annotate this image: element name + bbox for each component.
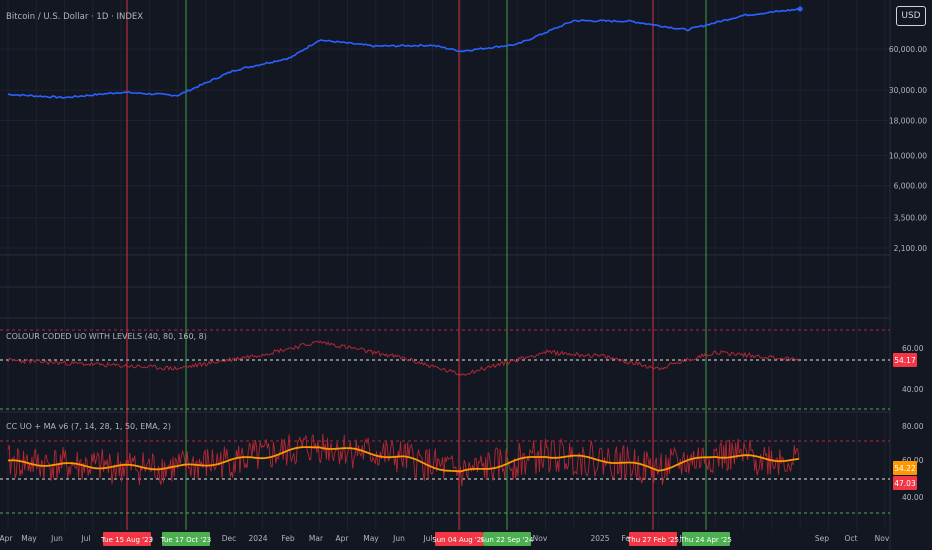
price-axis-label: 10,000.00 bbox=[889, 151, 927, 160]
signal-date-label: Thu 27 Feb '25 bbox=[626, 536, 679, 544]
indicator2-axis-label: 80.00 bbox=[902, 422, 924, 431]
indicator2-uo-value: 47.03 bbox=[894, 479, 916, 488]
indicator2-title: CC UO + MA v6 (7, 14, 28, 1, 50, EMA, 2) bbox=[6, 422, 171, 431]
signal-date-badge bbox=[103, 532, 151, 546]
time-axis-label: Feb bbox=[281, 534, 295, 543]
indicator1-last-badge bbox=[893, 352, 917, 367]
signal-date-badge bbox=[483, 532, 531, 546]
time-axis-label: Oct bbox=[845, 534, 858, 543]
signal-date-label: Sun 22 Sep '24 bbox=[481, 536, 534, 544]
indicator1-axis-label: 40.00 bbox=[902, 385, 924, 394]
signal-date-label: Thu 24 Apr '25 bbox=[679, 536, 732, 544]
indicator1-title: COLOUR CODED UO WITH LEVELS (40, 80, 160… bbox=[6, 332, 207, 341]
time-axis-label: Mar bbox=[309, 534, 324, 543]
time-axis-label: Nov bbox=[533, 534, 548, 543]
price-axis-label: 2,100.00 bbox=[894, 244, 928, 253]
signal-date-badge bbox=[435, 532, 483, 546]
indicator2-axis-label: 40.00 bbox=[902, 493, 924, 502]
grid-lines bbox=[0, 0, 891, 550]
price-axis-label: 3,500.00 bbox=[894, 214, 928, 223]
time-axis-label: Sep bbox=[815, 534, 829, 543]
price-axis-label: 18,000.00 bbox=[889, 117, 927, 126]
time-axis-label: Dec bbox=[222, 534, 237, 543]
time-axis-label: Nov bbox=[875, 534, 890, 543]
signal-date-badge bbox=[682, 532, 730, 546]
time-axis-label: Apr bbox=[0, 534, 13, 543]
indicator1-axis-label: 60.00 bbox=[902, 344, 924, 353]
time-axis-label: Jun bbox=[50, 534, 63, 543]
time-axis-label: Apr bbox=[336, 534, 350, 543]
time-axis-label: Jul bbox=[80, 534, 90, 543]
time-axis-label: Jul bbox=[422, 534, 432, 543]
price-last-point bbox=[797, 6, 803, 12]
signal-date-label: Sun 04 Aug '24 bbox=[432, 536, 486, 544]
indicator2-uo-value-badge bbox=[893, 476, 917, 490]
indicator1-last-value: 54.17 bbox=[894, 356, 916, 365]
signal-date-badge bbox=[162, 532, 210, 546]
signal-date-badge bbox=[629, 532, 677, 546]
price-axis-label: 30,000.00 bbox=[889, 86, 927, 95]
axes-layer: 60,000.00 30,000.00 18,000.00 10,000.00 6,00… bbox=[0, 45, 927, 546]
main-title: Bitcoin / U.S. Dollar · 1D · INDEX bbox=[6, 12, 143, 22]
price-axis-label: 60,000.00 bbox=[889, 45, 927, 54]
indicator2-uo-line bbox=[7, 433, 800, 487]
signal-date-label: Tue 15 Aug '23 bbox=[100, 536, 153, 544]
time-axis-label: May bbox=[363, 534, 379, 543]
time-axis-label: 2025 bbox=[590, 534, 609, 543]
series-layer bbox=[7, 6, 803, 487]
time-axis-label: May bbox=[21, 534, 37, 543]
signal-date-label: Tue 17 Oct '23 bbox=[160, 536, 211, 544]
indicator2-ma-value: 54.22 bbox=[894, 464, 916, 473]
time-axis-label: Jun bbox=[392, 534, 405, 543]
indicator2-ma-line bbox=[7, 446, 799, 473]
time-axis-label: Feb bbox=[621, 534, 635, 543]
indicator1-line bbox=[7, 340, 800, 377]
signal-lines bbox=[126, 0, 707, 530]
currency-button[interactable]: USD bbox=[896, 6, 926, 26]
time-axis-label: 2024 bbox=[248, 534, 267, 543]
price-line bbox=[7, 7, 801, 99]
indicator2-ma-value-badge bbox=[893, 461, 917, 475]
price-axis-label: 6,000.00 bbox=[894, 182, 928, 191]
indicator2-axis-label: 60.00 bbox=[902, 456, 924, 465]
